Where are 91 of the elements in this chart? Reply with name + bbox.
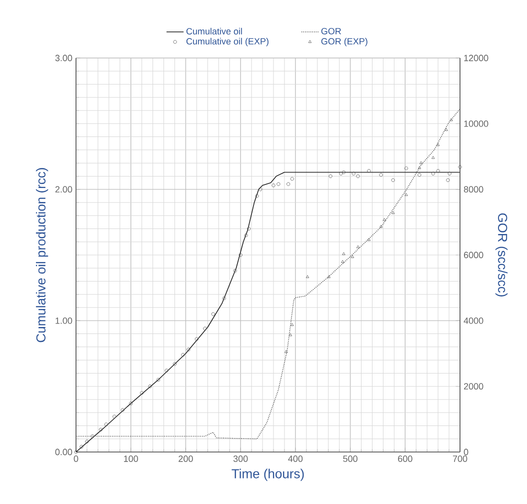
point — [444, 128, 448, 131]
point — [211, 312, 215, 316]
point — [382, 218, 386, 221]
point — [431, 172, 435, 176]
point — [367, 238, 371, 241]
point — [404, 166, 408, 170]
point — [328, 174, 332, 178]
y-tick-label: 2.00 — [55, 186, 72, 193]
y2-tick-label: 8000 — [464, 186, 484, 193]
point — [85, 440, 89, 444]
y2-tick-label: 4000 — [464, 317, 484, 324]
x-tick-label: 300 — [233, 456, 248, 462]
point — [367, 169, 371, 173]
x-tick-label: 0 — [74, 456, 78, 462]
point — [339, 172, 343, 176]
x-tick-label: 500 — [343, 456, 358, 462]
point — [164, 368, 168, 372]
point — [288, 333, 292, 336]
point — [181, 353, 185, 357]
y-tick-label: 0.00 — [55, 448, 72, 456]
point — [286, 182, 290, 186]
point — [148, 384, 152, 388]
x-tick-label: 100 — [124, 456, 138, 462]
y-axis-title: Cumulative oil production (rcc) — [36, 168, 48, 342]
y2-tick-label: 12000 — [464, 54, 488, 62]
x-axis-title: Time (hours) — [232, 468, 304, 481]
point — [98, 428, 102, 432]
point — [379, 224, 383, 228]
legend-label: GOR — [321, 28, 341, 34]
point — [446, 178, 450, 182]
point — [255, 194, 259, 198]
point — [233, 268, 237, 273]
y2-axis-title: GOR (scc/scc) — [495, 213, 508, 296]
point — [342, 252, 346, 256]
point — [404, 193, 408, 196]
point — [104, 422, 108, 426]
y2-tick-label: 0 — [464, 448, 468, 456]
point — [238, 253, 242, 257]
point — [276, 182, 280, 186]
x-tick-label: 400 — [288, 456, 303, 462]
point — [341, 260, 344, 263]
point — [356, 174, 360, 178]
point — [448, 172, 452, 176]
point — [120, 408, 124, 412]
point — [194, 337, 198, 341]
point — [391, 178, 395, 182]
x-tick-label: 700 — [452, 456, 468, 462]
point — [432, 156, 435, 159]
point — [327, 275, 330, 278]
point — [258, 188, 262, 192]
point — [436, 143, 440, 146]
point — [391, 211, 395, 214]
point — [342, 170, 346, 174]
point — [172, 362, 177, 366]
legend-label: GOR (EXP) — [321, 38, 368, 46]
y2-tick-label: 6000 — [464, 252, 484, 258]
point — [419, 161, 423, 164]
point — [436, 169, 440, 173]
point — [203, 326, 207, 330]
point — [186, 348, 190, 352]
point — [247, 226, 251, 231]
point — [80, 444, 84, 449]
point — [356, 245, 360, 248]
point — [284, 350, 288, 353]
point — [418, 173, 422, 177]
point — [112, 414, 116, 418]
y2-tick-label: 2000 — [464, 383, 484, 390]
point — [90, 434, 94, 438]
x-tick-label: 200 — [178, 456, 193, 462]
point — [290, 323, 294, 326]
point — [74, 450, 78, 454]
point — [379, 173, 383, 177]
x-tick-label: 600 — [398, 456, 412, 462]
point — [352, 172, 356, 176]
point — [244, 234, 248, 238]
point — [450, 118, 453, 122]
point — [140, 391, 144, 395]
point — [418, 166, 421, 169]
legend-label: Cumulative oil — [186, 28, 242, 34]
point — [272, 184, 276, 188]
point — [350, 255, 354, 258]
legend-label: Cumulative oil (EXP) — [186, 38, 268, 46]
y-tick-label: 1.00 — [56, 317, 72, 324]
y2-tick-label: 10000 — [464, 120, 488, 127]
point — [290, 177, 294, 181]
point — [306, 275, 310, 278]
point — [458, 165, 462, 169]
point — [129, 402, 133, 406]
point — [156, 378, 160, 382]
y-tick-label: 3.00 — [55, 54, 72, 62]
point — [222, 296, 226, 300]
